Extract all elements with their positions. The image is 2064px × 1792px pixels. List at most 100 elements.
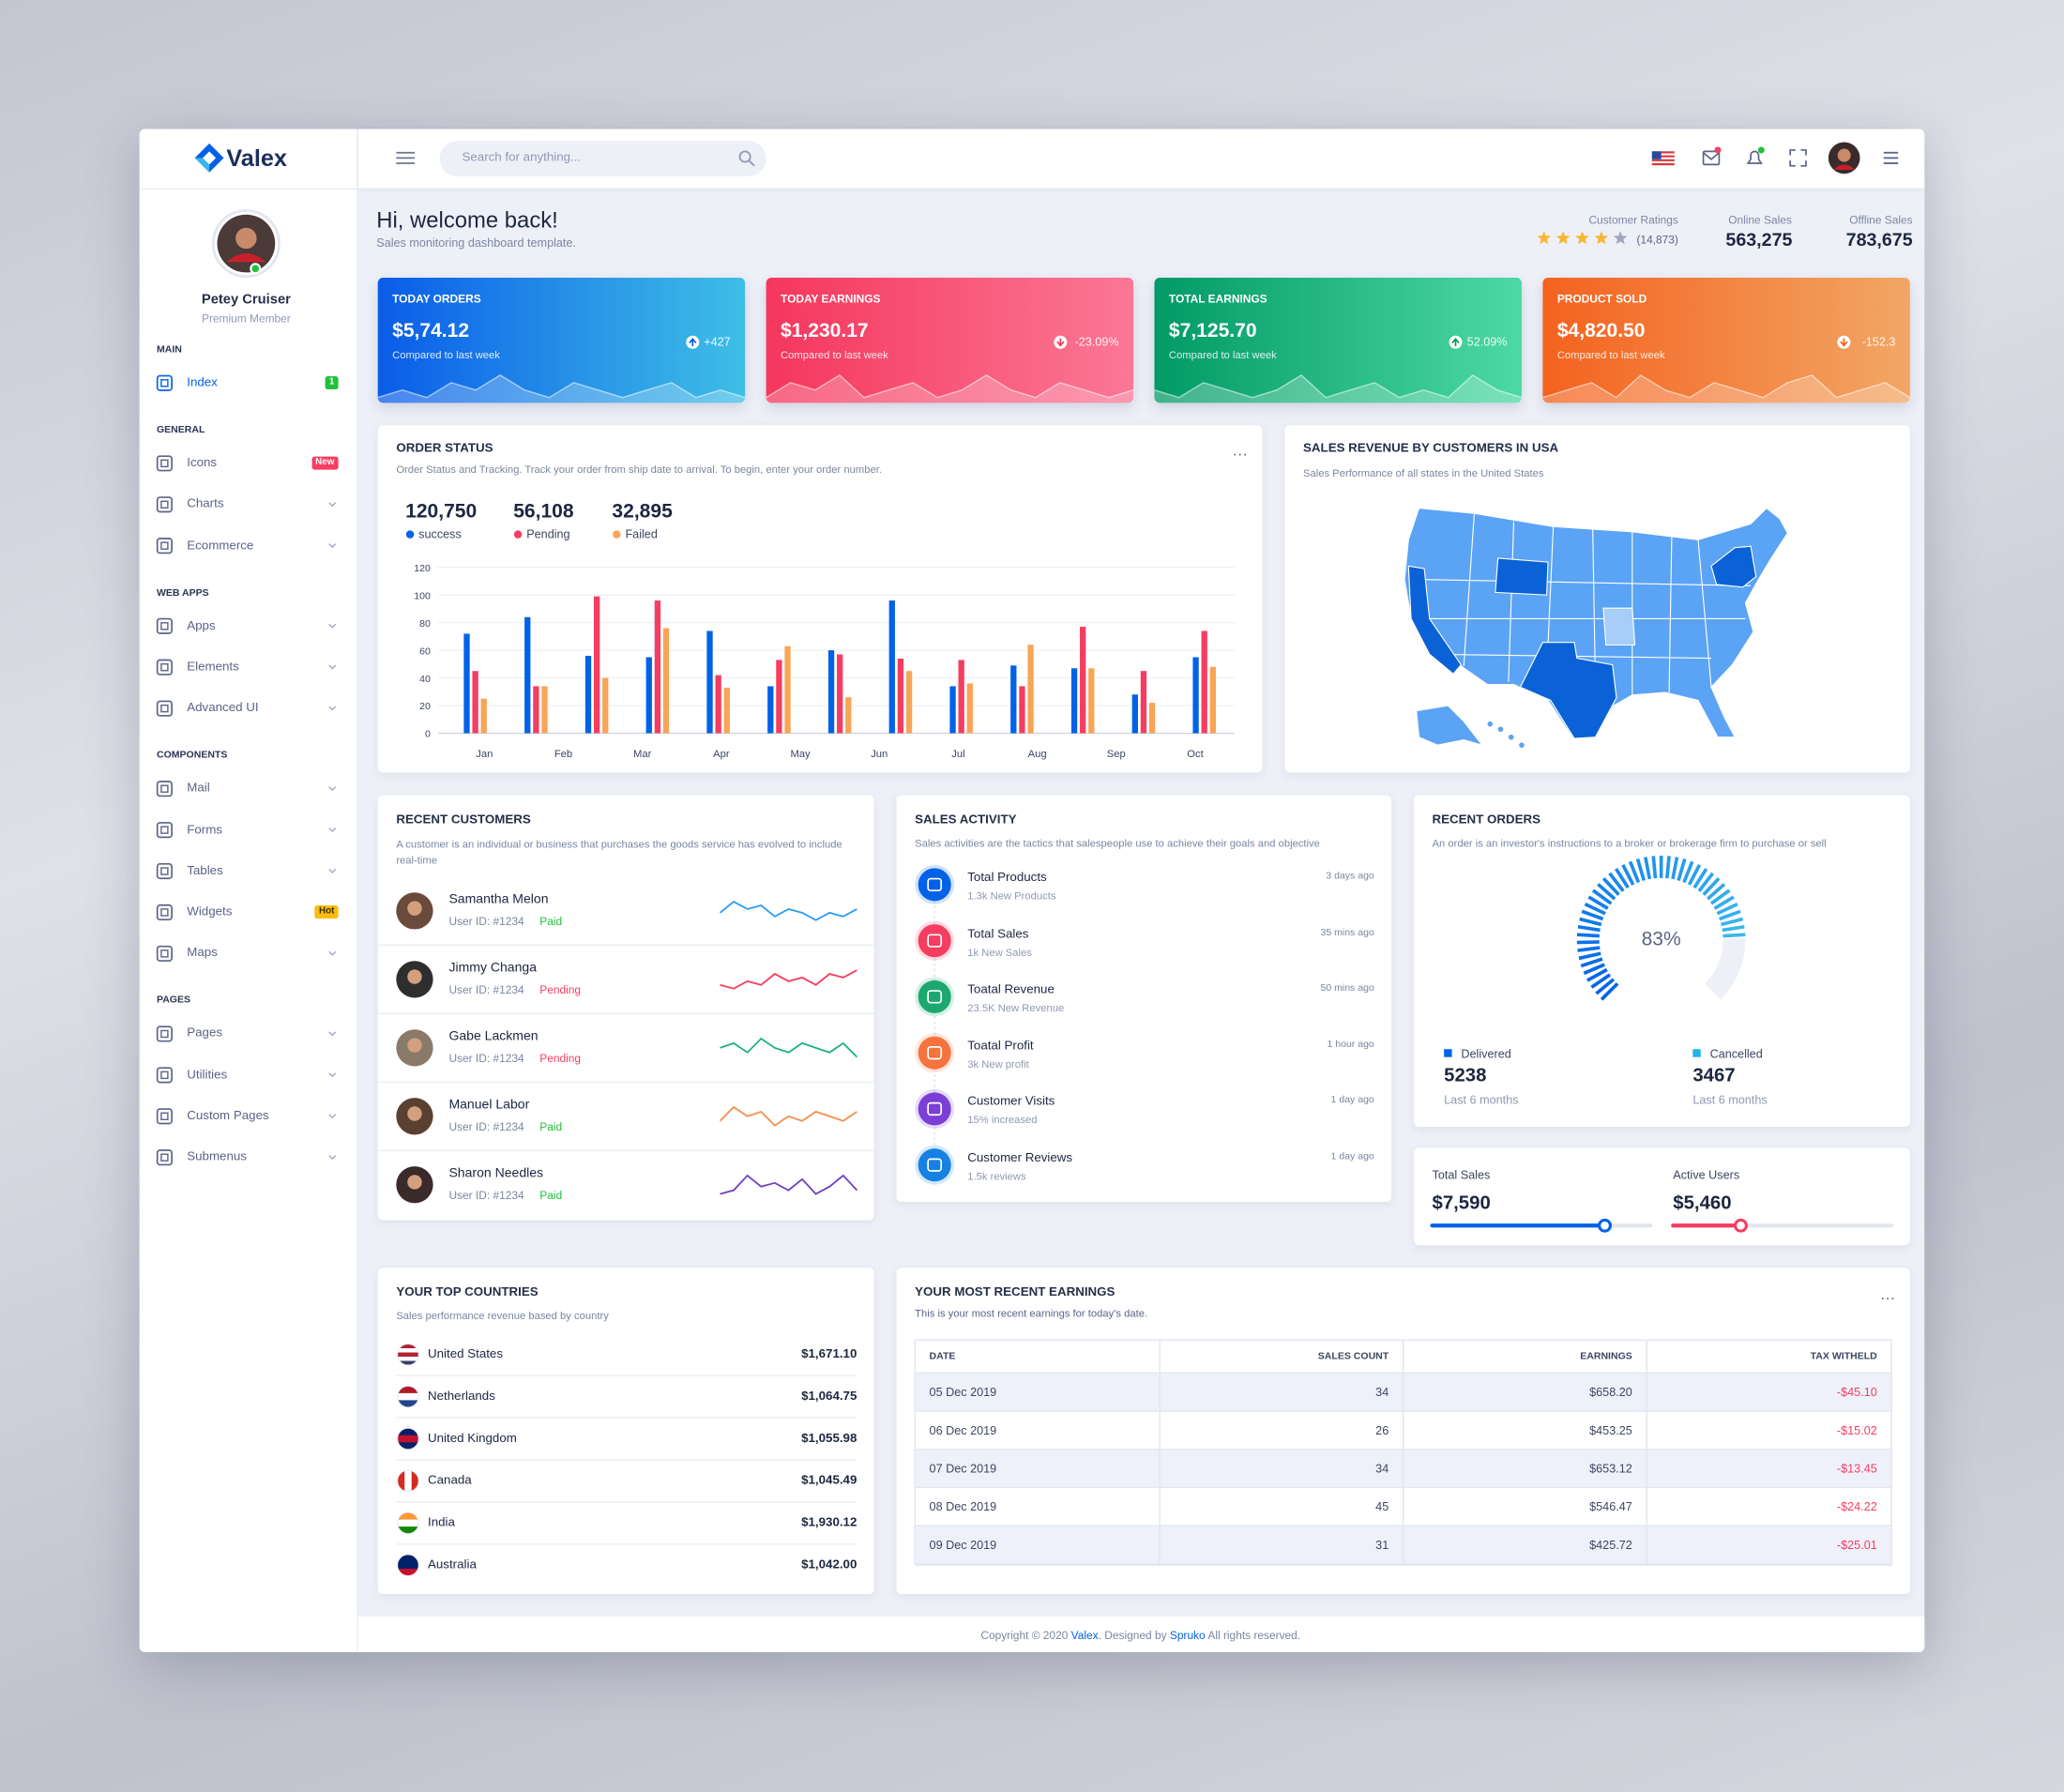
customer-avatar-face bbox=[407, 1106, 422, 1121]
flag-band bbox=[397, 1352, 419, 1358]
bar bbox=[480, 698, 487, 734]
x-tick-label: Sep bbox=[1107, 749, 1126, 760]
gauge-tick bbox=[1608, 872, 1625, 892]
menu-item[interactable]: Maps bbox=[187, 946, 218, 961]
menu-item[interactable]: Charts bbox=[187, 496, 224, 512]
menu-item[interactable]: Ecommerce bbox=[187, 538, 254, 554]
menu-item[interactable]: Custom Pages bbox=[187, 1108, 269, 1124]
menu-item[interactable]: Tables bbox=[187, 863, 223, 878]
bar bbox=[723, 687, 730, 734]
table-cell: -$13.45 bbox=[1836, 1461, 1877, 1475]
stat-change-arrow bbox=[1056, 338, 1065, 347]
menu-icon bbox=[156, 700, 173, 717]
gauge-tick bbox=[1600, 982, 1619, 1001]
activity-subtitle: 23.5K New Revenue bbox=[967, 1002, 1065, 1014]
menu-icon bbox=[156, 904, 173, 921]
rating-star bbox=[1537, 231, 1552, 245]
bar bbox=[1209, 666, 1216, 734]
menu-item[interactable]: Apps bbox=[187, 618, 216, 633]
gauge-tick bbox=[1587, 895, 1609, 910]
gauge-tick bbox=[1644, 857, 1652, 880]
search-box[interactable] bbox=[439, 141, 766, 177]
menu-item[interactable]: Forms bbox=[187, 822, 223, 838]
gauge-tick bbox=[1722, 924, 1745, 933]
menu-section-title: WEB APPS bbox=[156, 585, 209, 599]
card-subtitle: Sales Performance of all states in the U… bbox=[1303, 467, 1544, 479]
menu-chevron bbox=[328, 664, 337, 670]
customer-name[interactable]: Gabe Lackmen bbox=[448, 1029, 539, 1044]
footer: Copyright © 2020 Valex. Designed by Spru… bbox=[357, 1629, 1924, 1642]
flag-band bbox=[397, 1442, 419, 1450]
bar bbox=[897, 658, 904, 734]
customer-sparkline bbox=[719, 1105, 857, 1127]
menu-item[interactable]: Elements bbox=[187, 660, 239, 675]
bar bbox=[1131, 694, 1138, 734]
flag-band bbox=[397, 1386, 419, 1394]
bar bbox=[1148, 703, 1156, 734]
gauge-label: 83% bbox=[1641, 928, 1681, 951]
bar bbox=[1201, 630, 1207, 734]
menu-item[interactable]: Widgets bbox=[187, 904, 233, 919]
menu-icon-inner bbox=[160, 459, 169, 468]
card-title: YOUR MOST RECENT EARNINGS bbox=[915, 1284, 1115, 1300]
bar bbox=[836, 654, 843, 734]
country-flag bbox=[397, 1427, 419, 1450]
customer-sparkline bbox=[720, 969, 857, 990]
customer-name[interactable]: Samantha Melon bbox=[448, 892, 549, 907]
customer-status: Pending bbox=[539, 1051, 582, 1065]
gauge-tick bbox=[1591, 888, 1613, 905]
menu-item[interactable]: Icons bbox=[187, 455, 218, 471]
menu-item[interactable]: Pages bbox=[187, 1025, 223, 1041]
activity-subtitle: 1.5k reviews bbox=[967, 1170, 1026, 1183]
y-tick-label: 40 bbox=[419, 674, 431, 685]
legend-note: Last 6 months bbox=[1444, 1093, 1519, 1107]
menu-item[interactable]: Index bbox=[187, 375, 218, 390]
menu-icon-inner bbox=[160, 1071, 169, 1080]
menu-icon-inner bbox=[160, 1029, 169, 1039]
customer-name[interactable]: Jimmy Changa bbox=[448, 961, 538, 976]
table-cell: $653.12 bbox=[1589, 1461, 1632, 1475]
menu-item[interactable]: Advanced UI bbox=[187, 701, 259, 716]
menu-item[interactable]: Utilities bbox=[187, 1067, 228, 1083]
menu-chevron bbox=[328, 828, 337, 833]
menu-item[interactable]: Mail bbox=[187, 781, 210, 797]
flag-band bbox=[397, 1526, 419, 1534]
flag-band bbox=[397, 1561, 419, 1570]
activity-time: 1 hour ago bbox=[1327, 1038, 1374, 1050]
bar bbox=[784, 645, 791, 734]
card-subtitle: Sales performance revenue based by count… bbox=[396, 1310, 609, 1322]
menu-item[interactable]: Submenus bbox=[187, 1149, 247, 1165]
menu-badge: Hot bbox=[314, 905, 339, 919]
gauge-track bbox=[1704, 938, 1746, 1000]
menu-icon-inner bbox=[160, 949, 169, 958]
brand-link[interactable]: Valex bbox=[1070, 1628, 1099, 1642]
menu-icon-inner bbox=[160, 541, 169, 550]
x-tick-label: Jul bbox=[951, 749, 964, 760]
search-icon-handle bbox=[748, 159, 755, 167]
stat-card-wave-area bbox=[377, 374, 746, 403]
menu-icon bbox=[156, 822, 173, 839]
gauge-tick bbox=[1595, 978, 1616, 995]
menu-icon bbox=[156, 659, 173, 676]
state-new-york bbox=[1710, 545, 1757, 588]
card-subtitle: A customer is an individual or business … bbox=[396, 838, 842, 867]
flag-band bbox=[397, 1435, 419, 1443]
activity-icon bbox=[918, 980, 951, 1013]
legend-note: Last 6 months bbox=[1692, 1093, 1768, 1107]
search-placeholder[interactable]: Search for anything... bbox=[462, 150, 582, 165]
state-border bbox=[1547, 526, 1555, 645]
menu-icon bbox=[156, 1149, 173, 1166]
stat-card-value: $1,230.17 bbox=[781, 319, 869, 342]
activity-glyph bbox=[927, 990, 943, 1004]
flag-band bbox=[397, 1356, 419, 1361]
customer-id: User ID: #1234 bbox=[448, 1188, 524, 1202]
author-link[interactable]: Spruko bbox=[1169, 1628, 1206, 1642]
card-subtitle: Sales activities are the tactics that sa… bbox=[915, 837, 1320, 850]
bar bbox=[593, 596, 600, 734]
bar bbox=[524, 616, 531, 734]
legend-value: 5238 bbox=[1444, 1065, 1487, 1086]
customer-name[interactable]: Manuel Labor bbox=[448, 1098, 530, 1113]
customer-name[interactable]: Sharon Needles bbox=[448, 1166, 544, 1181]
